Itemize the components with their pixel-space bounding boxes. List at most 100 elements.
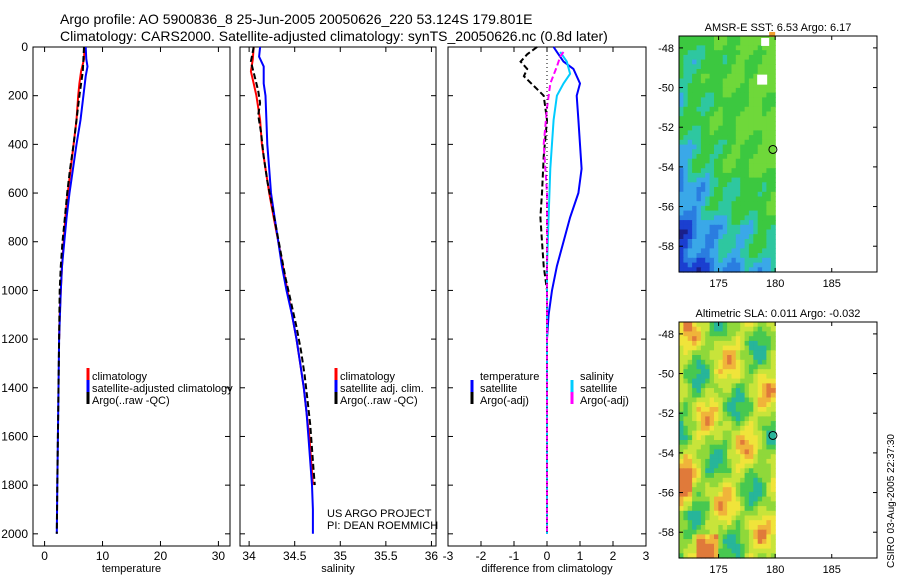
sla-map-cell (687, 435, 693, 441)
sla-map-cell (714, 463, 719, 469)
sla-map-cell (705, 345, 711, 351)
sla-map-cell (718, 525, 724, 531)
sst-map-cell (731, 106, 737, 113)
sla-map-cell (714, 501, 719, 507)
sla-map-cell (748, 473, 754, 479)
sst-map-cell (718, 224, 724, 231)
sst-map-cell (679, 40, 684, 46)
sla-map-cell (753, 402, 759, 408)
sst-map-cell (718, 149, 724, 155)
depth-tick-label: 400 (8, 137, 28, 151)
sst-map-cell (709, 83, 715, 89)
sla-map-cell (718, 421, 724, 427)
sst-map-cell (727, 257, 733, 264)
sla-map-cell (731, 553, 737, 559)
sla-map-cell (766, 520, 772, 526)
sla-map-cell (714, 496, 719, 502)
sst-map-cell (740, 121, 746, 127)
sst-map-cell (679, 158, 684, 164)
sst-map-cell (705, 257, 711, 264)
sla-map-cell (696, 473, 702, 479)
sla-map-cell (762, 402, 768, 408)
sst-map-cell (748, 87, 754, 94)
sla-map-cell (731, 388, 737, 394)
sst-map-cell (700, 130, 706, 136)
sla-map-cell (753, 373, 759, 380)
sst-map-cell (735, 253, 741, 259)
sla-map-cell (687, 449, 693, 455)
sst-map-cell (696, 187, 702, 193)
sla-map-cell (718, 440, 724, 446)
sst-map-cell (718, 102, 724, 108)
sla-map-cell (744, 373, 750, 380)
sst-map-cell (740, 267, 746, 273)
sla-map-cell (740, 402, 746, 408)
sst-map-cell (731, 69, 737, 75)
sst-map-cell (705, 149, 711, 155)
sst-map-cell (705, 168, 711, 174)
sla-map-cell (718, 534, 724, 540)
sst-map-cell (692, 253, 698, 259)
sst-map-cell (692, 97, 698, 103)
sla-map-cell (696, 369, 702, 375)
sst-map-cell (718, 40, 724, 46)
sla-map-ytick-label: -54 (658, 448, 674, 460)
sst-map-cell (696, 191, 702, 198)
sst-map-cell (714, 253, 719, 259)
sla-map-cell (683, 458, 689, 465)
sla-map-cell (757, 534, 763, 540)
sst-map-cell (714, 50, 719, 56)
difference-xtick-label: 1 (577, 549, 584, 563)
sst-map-cell (700, 116, 706, 122)
sst-map-cell (744, 36, 750, 42)
sla-map-cell (683, 373, 689, 380)
sla-map-cell (766, 369, 772, 375)
sst-map-cell (727, 83, 733, 89)
sla-map-cell (709, 444, 715, 450)
sst-map-cell (709, 205, 715, 212)
sst-map-cell (727, 163, 733, 169)
sst-map-cell (696, 121, 702, 127)
sst-map-cell (757, 36, 763, 42)
sst-map-cell (696, 248, 702, 254)
sst-map-cell (735, 102, 741, 108)
sla-map-cell (762, 416, 768, 422)
sla-map-cell (700, 430, 706, 436)
sla-map-cell (770, 369, 776, 375)
sst-map-cell (744, 257, 750, 264)
sst-map-cell (770, 50, 776, 56)
sla-map-cell (753, 515, 759, 521)
sst-map-cell (731, 59, 737, 65)
sla-map-cell (757, 458, 763, 465)
sla-map-cell (757, 416, 763, 422)
sst-map-cell (679, 54, 684, 61)
sst-map-cell (757, 149, 763, 155)
sst-map-cell (731, 135, 737, 141)
sst-map-cell (748, 163, 754, 169)
sst-map-cell (757, 243, 763, 249)
sla-map-cell (687, 506, 693, 512)
sst-map-cell (762, 215, 768, 221)
sla-map-cell (700, 543, 706, 550)
sla-map-cell (679, 340, 684, 347)
sla-map-cell (766, 543, 772, 550)
sla-map-cell (727, 416, 733, 422)
sla-map-cell (744, 425, 750, 432)
sst-map-cell (770, 121, 776, 127)
sla-map-cell (762, 491, 768, 498)
sla-map-cell (753, 392, 759, 399)
sst-map-cell (744, 116, 750, 122)
sst-map-cell (753, 253, 759, 259)
sst-map-cell (770, 139, 776, 146)
sst-map-cell (692, 69, 698, 75)
sst-map-cell (748, 45, 754, 51)
sla-map-cell (709, 463, 715, 469)
sla-map-cell (714, 326, 719, 332)
sla-map-cell (679, 440, 684, 446)
sst-map-cell (744, 139, 750, 146)
sst-map-cell (762, 45, 768, 51)
sla-map-cell (727, 458, 733, 465)
sla-map-cell (770, 373, 776, 380)
sla-map-cell (705, 543, 711, 550)
sla-map-cell (735, 331, 741, 337)
